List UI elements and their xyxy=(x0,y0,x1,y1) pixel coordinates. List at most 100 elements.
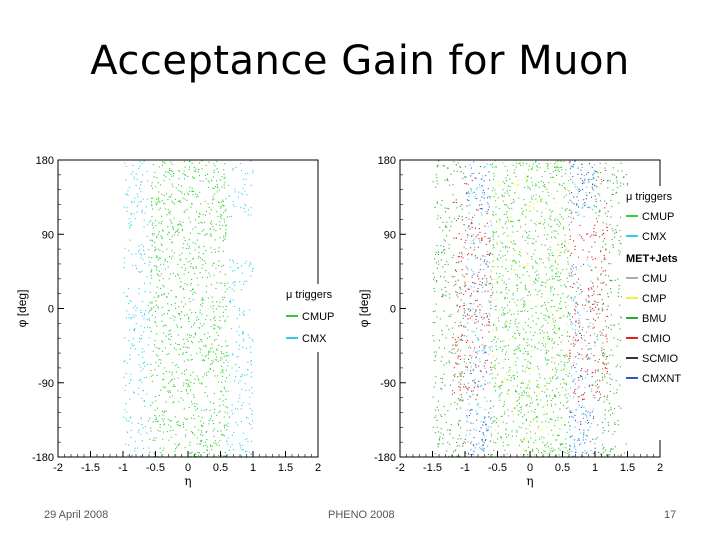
data-point xyxy=(517,274,519,276)
data-point xyxy=(617,420,619,422)
data-point xyxy=(474,282,476,284)
data-point xyxy=(586,423,588,425)
data-point xyxy=(573,196,575,198)
data-point xyxy=(457,350,459,352)
data-point xyxy=(579,234,581,236)
data-point xyxy=(505,283,507,285)
data-point xyxy=(576,268,578,270)
data-point xyxy=(201,383,203,385)
data-point xyxy=(557,434,559,436)
data-point xyxy=(566,314,568,316)
data-point xyxy=(463,293,465,295)
data-point xyxy=(591,234,593,236)
data-point xyxy=(483,192,485,194)
data-point xyxy=(236,331,238,333)
data-point xyxy=(528,165,530,167)
data-point xyxy=(242,178,244,180)
data-point xyxy=(489,163,491,165)
data-point xyxy=(162,414,164,416)
data-point xyxy=(466,273,468,275)
data-point xyxy=(470,413,472,415)
data-point xyxy=(516,375,518,377)
data-point xyxy=(187,359,189,361)
data-point xyxy=(160,359,162,361)
data-point xyxy=(605,212,607,214)
data-point xyxy=(468,314,470,316)
y-tick-label: -90 xyxy=(380,378,396,390)
data-point xyxy=(208,206,210,208)
data-point xyxy=(543,437,545,439)
data-point xyxy=(479,166,481,168)
data-point xyxy=(170,436,172,438)
data-point xyxy=(578,429,580,431)
data-point xyxy=(231,410,233,412)
data-point xyxy=(610,288,612,290)
data-point xyxy=(209,319,211,321)
data-point xyxy=(162,431,164,433)
data-point xyxy=(511,314,513,316)
data-point xyxy=(569,357,571,359)
data-point xyxy=(491,340,493,342)
data-point xyxy=(594,300,596,302)
data-point xyxy=(467,288,469,290)
data-point xyxy=(556,223,558,225)
data-point xyxy=(221,455,223,457)
data-point xyxy=(188,190,190,192)
data-point xyxy=(440,377,442,379)
data-point xyxy=(606,455,608,457)
data-point xyxy=(578,188,580,190)
data-point xyxy=(568,250,570,252)
data-point xyxy=(432,181,434,183)
data-point xyxy=(565,447,567,449)
data-point xyxy=(623,176,625,178)
data-point xyxy=(178,314,180,316)
data-point xyxy=(557,354,559,356)
data-point xyxy=(445,225,447,227)
data-point xyxy=(536,184,538,186)
data-point xyxy=(186,199,188,201)
data-point xyxy=(157,259,159,261)
data-point xyxy=(547,167,549,169)
data-point xyxy=(140,184,142,186)
data-point xyxy=(564,313,566,315)
legend-label: CMX xyxy=(302,333,327,345)
data-point xyxy=(478,172,480,174)
data-point xyxy=(609,414,611,416)
data-point xyxy=(476,257,478,259)
data-point xyxy=(465,326,467,328)
data-point xyxy=(147,224,149,226)
data-point xyxy=(536,221,538,223)
data-point xyxy=(223,221,225,223)
data-point xyxy=(573,364,575,366)
data-point xyxy=(527,360,529,362)
data-point xyxy=(588,356,590,358)
data-point xyxy=(593,318,595,320)
data-point xyxy=(152,402,154,404)
data-point xyxy=(123,257,125,259)
data-point xyxy=(499,250,501,252)
data-point xyxy=(465,230,467,232)
data-point xyxy=(475,300,477,302)
data-point xyxy=(554,261,556,263)
data-point xyxy=(570,221,572,223)
data-point xyxy=(189,186,191,188)
data-point xyxy=(497,266,499,268)
data-point xyxy=(512,248,514,250)
data-point xyxy=(587,256,589,258)
data-point xyxy=(495,309,497,311)
data-point xyxy=(616,180,618,182)
data-point xyxy=(504,340,506,342)
data-point xyxy=(544,219,546,221)
data-point xyxy=(188,245,190,247)
data-point xyxy=(151,257,153,259)
data-point xyxy=(175,295,177,297)
data-point xyxy=(474,177,476,179)
data-point xyxy=(499,219,501,221)
data-point xyxy=(226,424,228,426)
data-point xyxy=(582,378,584,380)
data-point xyxy=(485,439,487,441)
data-point xyxy=(460,379,462,381)
data-point xyxy=(505,180,507,182)
data-point xyxy=(474,313,476,315)
data-point xyxy=(185,258,187,260)
